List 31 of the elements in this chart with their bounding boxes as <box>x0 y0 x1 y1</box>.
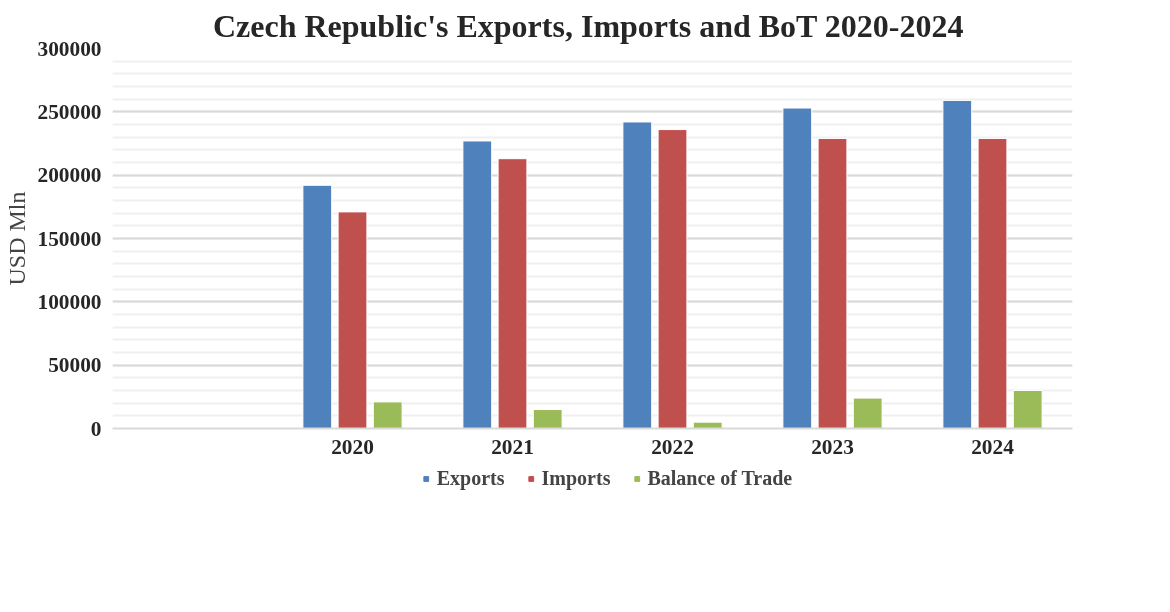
y-tick-label: 300000 <box>37 36 102 61</box>
x-tick-label: 2023 <box>811 434 854 459</box>
bar <box>532 409 563 429</box>
x-tick-label: 2022 <box>651 434 694 459</box>
y-tick-label: 100000 <box>37 289 102 314</box>
y-tick-label: 250000 <box>37 99 102 124</box>
y-tick-label: 50000 <box>48 353 102 378</box>
x-tick-label: 2021 <box>491 434 534 459</box>
bar <box>372 401 403 429</box>
bar <box>657 129 688 429</box>
bar <box>1012 390 1043 429</box>
bar <box>337 211 368 429</box>
y-tick-label: 200000 <box>37 163 102 188</box>
bar <box>497 158 528 429</box>
bar <box>622 121 653 429</box>
bar <box>302 184 333 429</box>
x-tick-label: 2024 <box>971 434 1015 459</box>
bar <box>977 137 1008 429</box>
chart-title: Czech Republic's Exports, Imports and BoT 2020-2024 <box>212 7 964 44</box>
bar <box>462 140 493 429</box>
bar <box>942 99 973 429</box>
bar <box>852 397 883 429</box>
legend-label: Exports <box>436 466 505 490</box>
bar <box>817 137 848 429</box>
x-tick-label: 2020 <box>331 434 374 459</box>
bar <box>782 107 813 429</box>
y-tick-label: 150000 <box>37 226 102 251</box>
y-axis-title: USD Mln <box>3 191 30 286</box>
legend-label: Imports <box>541 466 611 490</box>
y-tick-label: 0 <box>90 416 102 441</box>
legend-label: Balance of Trade <box>647 466 793 490</box>
